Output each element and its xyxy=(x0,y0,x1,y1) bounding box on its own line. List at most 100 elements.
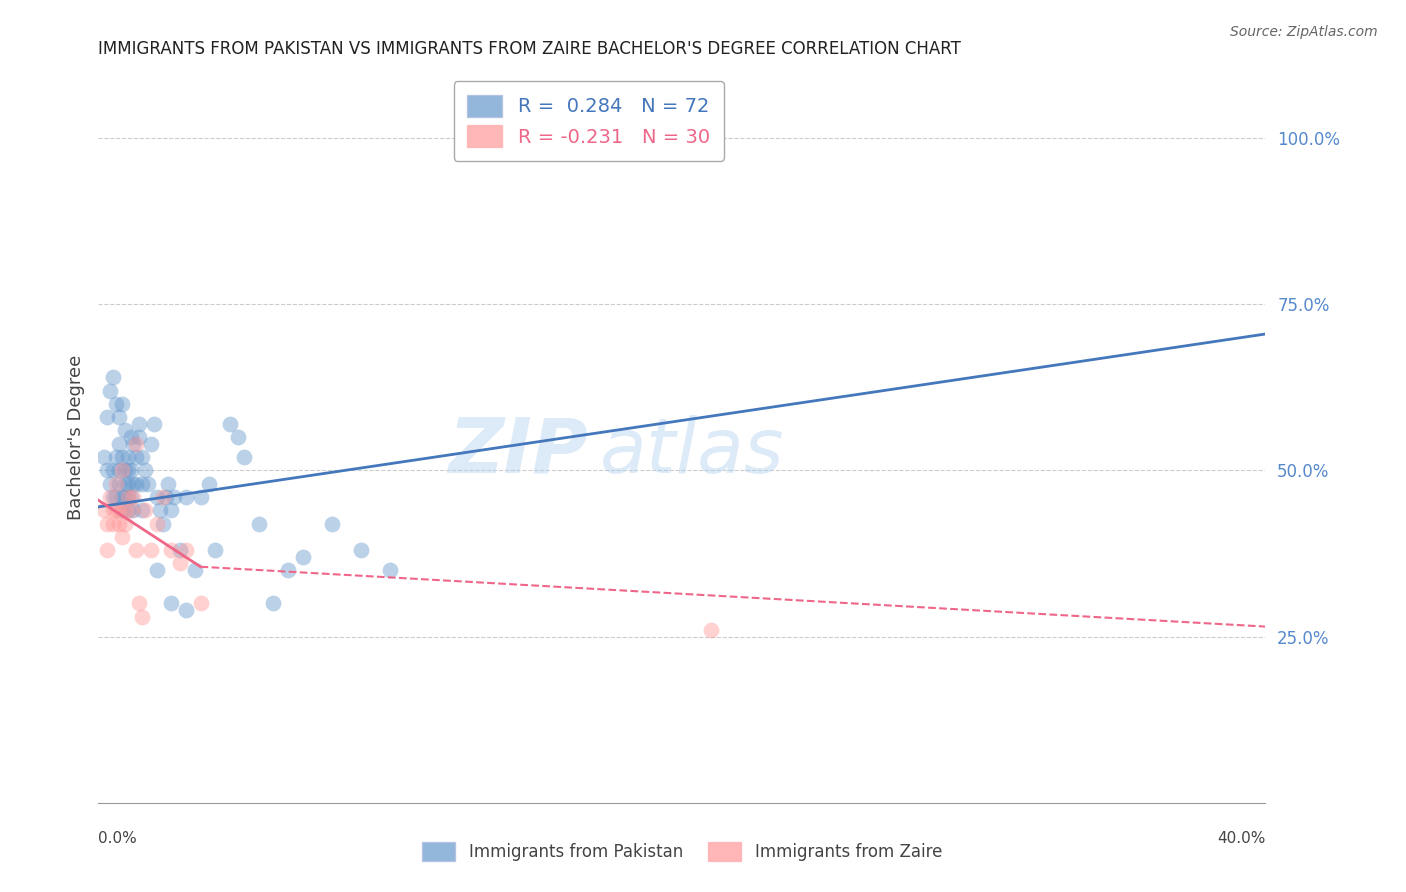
Point xyxy=(233,450,256,464)
Point xyxy=(131,476,153,491)
Y-axis label: Bachelor's Degree: Bachelor's Degree xyxy=(66,354,84,520)
Point xyxy=(111,503,134,517)
Point xyxy=(149,503,172,517)
Point xyxy=(169,543,191,558)
Point xyxy=(131,450,153,464)
Point xyxy=(117,490,139,504)
Point xyxy=(139,436,162,450)
Point xyxy=(120,490,142,504)
Point xyxy=(111,463,134,477)
Point xyxy=(104,397,127,411)
Point xyxy=(163,490,186,504)
Point xyxy=(108,516,131,531)
Point xyxy=(190,490,212,504)
Point xyxy=(111,530,134,544)
Point xyxy=(101,490,124,504)
Point xyxy=(117,490,139,504)
Point xyxy=(128,417,150,431)
Point xyxy=(160,543,183,558)
Point xyxy=(101,516,124,531)
Point xyxy=(134,463,156,477)
Point xyxy=(160,596,183,610)
Point xyxy=(125,543,148,558)
Point xyxy=(117,450,139,464)
Point xyxy=(104,490,127,504)
Point xyxy=(134,503,156,517)
Legend: R =  0.284   N = 72, R = -0.231   N = 30: R = 0.284 N = 72, R = -0.231 N = 30 xyxy=(454,81,724,161)
Point xyxy=(96,410,118,425)
Point xyxy=(104,503,127,517)
Point xyxy=(228,430,250,444)
Point xyxy=(125,436,148,450)
Point xyxy=(142,417,165,431)
Point xyxy=(183,563,205,577)
Point xyxy=(114,424,136,438)
Point xyxy=(114,476,136,491)
Point xyxy=(114,503,136,517)
Point xyxy=(108,463,131,477)
Point xyxy=(146,563,169,577)
Point xyxy=(700,623,723,637)
Point xyxy=(139,543,162,558)
Point xyxy=(218,417,240,431)
Point xyxy=(174,543,197,558)
Point xyxy=(157,476,180,491)
Point xyxy=(128,430,150,444)
Point xyxy=(101,370,124,384)
Point xyxy=(111,397,134,411)
Text: atlas: atlas xyxy=(600,415,785,489)
Point xyxy=(93,503,115,517)
Point xyxy=(98,490,121,504)
Point xyxy=(190,596,212,610)
Point xyxy=(152,516,174,531)
Point xyxy=(104,476,127,491)
Point xyxy=(96,516,118,531)
Point xyxy=(108,476,131,491)
Point xyxy=(114,463,136,477)
Point xyxy=(204,543,226,558)
Point xyxy=(96,463,118,477)
Point xyxy=(117,463,139,477)
Point xyxy=(131,609,153,624)
Point xyxy=(111,490,134,504)
Point xyxy=(120,463,142,477)
Point xyxy=(155,490,177,504)
Text: 0.0%: 0.0% xyxy=(98,831,138,846)
Point xyxy=(291,549,314,564)
Point xyxy=(169,557,191,571)
Point xyxy=(93,450,115,464)
Text: ZIP: ZIP xyxy=(449,415,589,489)
Text: Source: ZipAtlas.com: Source: ZipAtlas.com xyxy=(1230,25,1378,39)
Point xyxy=(174,490,197,504)
Point xyxy=(104,450,127,464)
Point xyxy=(101,463,124,477)
Point xyxy=(98,384,121,398)
Text: IMMIGRANTS FROM PAKISTAN VS IMMIGRANTS FROM ZAIRE BACHELOR'S DEGREE CORRELATION : IMMIGRANTS FROM PAKISTAN VS IMMIGRANTS F… xyxy=(98,40,962,58)
Point xyxy=(174,603,197,617)
Point xyxy=(117,476,139,491)
Point xyxy=(350,543,373,558)
Point xyxy=(131,503,153,517)
Point xyxy=(146,516,169,531)
Point xyxy=(114,516,136,531)
Point xyxy=(554,131,576,145)
Point xyxy=(152,490,174,504)
Point xyxy=(128,596,150,610)
Point xyxy=(198,476,221,491)
Point xyxy=(262,596,284,610)
Point xyxy=(111,450,134,464)
Point xyxy=(122,476,145,491)
Point xyxy=(122,490,145,504)
Point xyxy=(108,503,131,517)
Point xyxy=(146,490,169,504)
Text: 40.0%: 40.0% xyxy=(1218,831,1265,846)
Point xyxy=(120,503,142,517)
Point xyxy=(122,436,145,450)
Point xyxy=(160,503,183,517)
Point xyxy=(125,450,148,464)
Point xyxy=(120,430,142,444)
Point xyxy=(380,563,402,577)
Point xyxy=(125,476,148,491)
Point xyxy=(321,516,343,531)
Point xyxy=(247,516,270,531)
